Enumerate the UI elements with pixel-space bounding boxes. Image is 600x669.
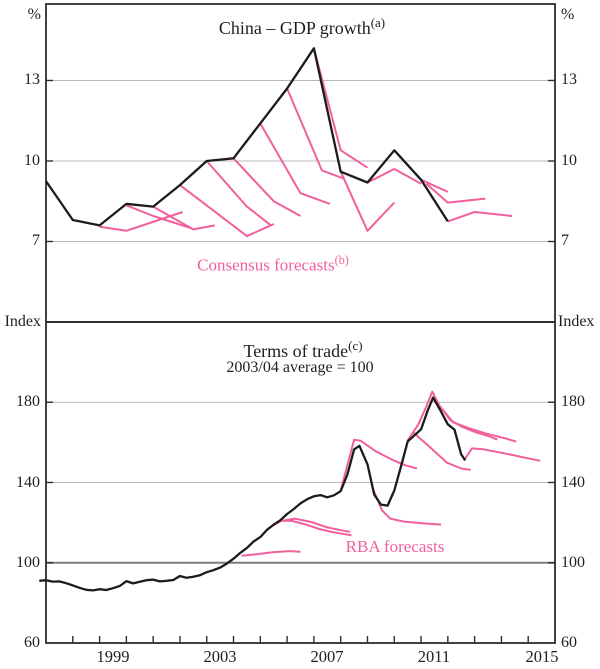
consensus-forecast-line (339, 171, 396, 232)
consensus-forecast-line (425, 183, 486, 204)
rba-forecast-line (241, 550, 301, 557)
consensus-forecast-line (179, 184, 275, 238)
consensus-forecasts-footnote-marker: (b) (334, 253, 349, 267)
consensus-forecast-line (286, 88, 344, 180)
rba-forecast-line (463, 447, 541, 462)
top-panel-unit-label-right: % (561, 6, 575, 23)
rba-forecast-line (270, 519, 352, 537)
x-tick-label: 2003 (203, 647, 237, 666)
top-panel-footnote-marker: (a) (370, 15, 386, 30)
rba-forecast-line (432, 397, 517, 443)
y-tick-label-right: 140 (561, 474, 585, 491)
y-tick-label-right: 7 (561, 232, 569, 249)
consensus-forecast-line (447, 211, 513, 223)
gdp-growth-actual-line (45, 47, 449, 227)
y-tick-label-right: 13 (561, 71, 577, 88)
consensus-forecasts-annotation-text: Consensus forecasts (197, 255, 335, 275)
y-tick-label-right: 10 (561, 152, 577, 169)
y-tick-label-left: 10 (24, 152, 40, 169)
consensus-forecast-line (126, 204, 192, 230)
y-tick-label-right: 60 (561, 634, 577, 651)
rba-forecast-line (371, 488, 442, 526)
consensus-forecast-line (99, 211, 183, 232)
y-tick-label-right: 180 (561, 393, 585, 410)
consensus-forecast-line (259, 122, 331, 205)
bottom-panel-title-text: Terms of trade (243, 341, 349, 361)
x-tick-label: 1999 (96, 647, 130, 666)
y-tick-label-left: 180 (16, 393, 40, 410)
consensus-forecast-line (205, 160, 272, 227)
y-tick-label-left: 100 (16, 554, 40, 571)
y-tick-label-left: 13 (24, 71, 40, 88)
terms-of-trade-actual-line (39, 396, 467, 592)
y-tick-label-left: 60 (24, 634, 40, 651)
x-tick-label: 2011 (417, 647, 451, 666)
bottom-panel-footnote-marker: (c) (348, 338, 363, 353)
x-tick-label: 2015 (525, 647, 559, 666)
consensus-forecast-line (312, 48, 369, 169)
bottom-panel-subtitle: 2003/04 average = 100 (226, 359, 374, 376)
consensus-forecast-line (393, 149, 449, 193)
consensus-forecast-line (367, 168, 422, 185)
consensus-forecast-line (152, 205, 215, 231)
y-tick-label-right: 100 (561, 554, 585, 571)
consensus-forecast-line (232, 157, 301, 217)
y-tick-label-left: 7 (32, 232, 40, 249)
rba-forecast-line (339, 438, 418, 491)
top-panel-title: China – GDP growth(a) (218, 15, 386, 39)
bottom-panel-title: Terms of trade(c) (243, 338, 363, 362)
x-tick-label: 2007 (310, 647, 344, 666)
rba-forecast-line (282, 517, 351, 533)
rba-forecasts-annotation: RBA forecasts (345, 537, 445, 556)
bottom-panel-unit-label-right: Index (558, 313, 595, 330)
bottom-panel-unit-label-left: Index (4, 313, 41, 330)
rba-forecast-line (412, 431, 471, 471)
top-panel-title-text: China – GDP growth (218, 18, 371, 38)
top-panel-unit-label-left: % (27, 6, 41, 23)
y-tick-label-left: 140 (16, 474, 40, 491)
consensus-forecasts-annotation: Consensus forecasts(b) (197, 253, 349, 275)
